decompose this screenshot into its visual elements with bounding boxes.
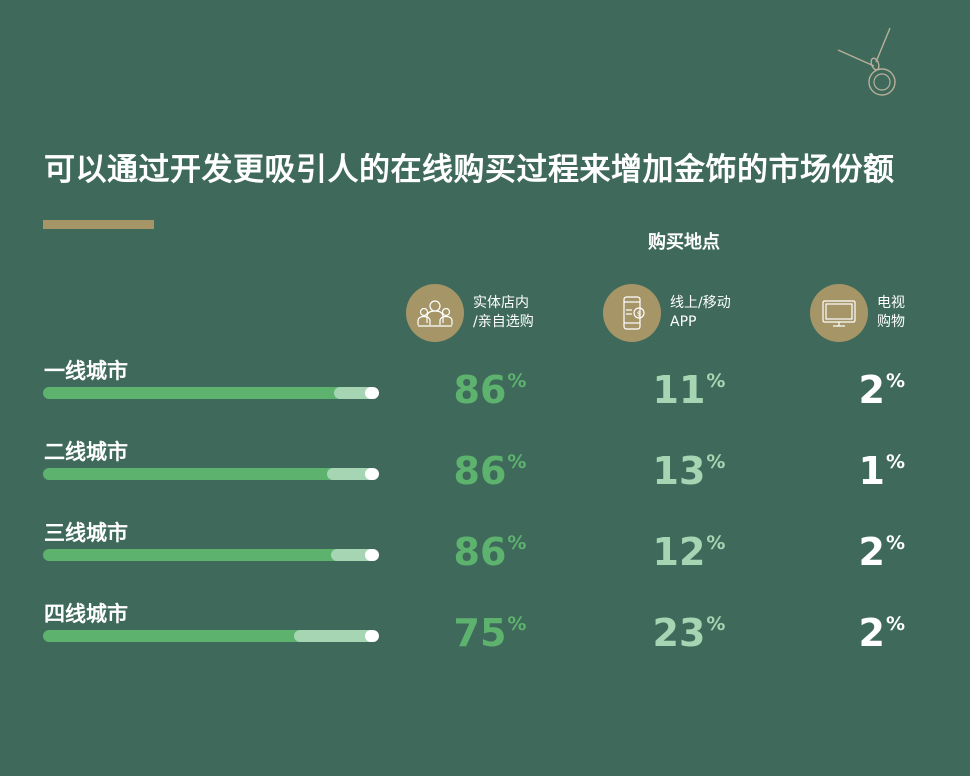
city-name: 一线城市 [44, 359, 128, 383]
purchase-location-title: 购买地点 [648, 232, 720, 253]
svg-text:$: $ [637, 310, 641, 318]
city-name: 二线城市 [44, 440, 128, 464]
channel-label-online: 线上/移动 APP [670, 295, 731, 330]
pct-symbol: % [706, 532, 726, 554]
bar-segment-store [43, 468, 340, 480]
bar-segment-store [43, 549, 343, 561]
channel-header-store: 实体店内 /亲自选购 [406, 282, 534, 344]
city-row: 一线城市 86% 11% 2% [0, 355, 970, 435]
pct-value-online: 11% [653, 367, 726, 413]
city-row: 四线城市 75% 23% 2% [0, 598, 970, 678]
pct-symbol: % [507, 451, 527, 473]
channel-header-tv: 电视 购物 [810, 282, 905, 344]
pct-number: 75 [453, 611, 507, 655]
pct-value-tv: 1% [859, 448, 906, 494]
city-row: 二线城市 86% 13% 1% [0, 436, 970, 516]
pct-value-store: 86% [454, 529, 527, 575]
stacked-bar [43, 549, 379, 561]
pct-number: 2 [858, 368, 885, 412]
channel-label-tv: 电视 购物 [877, 295, 905, 330]
title-accent-rule [43, 220, 154, 229]
pct-number: 13 [652, 449, 706, 493]
pct-value-tv: 2% [859, 529, 906, 575]
channel-header-online: $ 线上/移动 APP [603, 282, 731, 344]
pct-symbol: % [706, 370, 726, 392]
city-name: 四线城市 [44, 602, 128, 626]
pct-number: 86 [453, 368, 507, 412]
pct-value-store: 86% [454, 367, 527, 413]
pct-symbol: % [507, 613, 527, 635]
channel-label-store: 实体店内 /亲自选购 [473, 295, 534, 330]
pct-number: 23 [652, 611, 706, 655]
pct-number: 1 [858, 449, 885, 493]
pct-value-tv: 2% [859, 610, 906, 656]
pct-value-tv: 2% [859, 367, 906, 413]
pct-number: 11 [652, 368, 706, 412]
bar-segment-tv [365, 468, 379, 480]
pct-number: 12 [652, 530, 706, 574]
shoppers-icon [406, 284, 464, 342]
pct-value-store: 75% [454, 610, 527, 656]
pct-value-online: 12% [653, 529, 726, 575]
city-row: 三线城市 86% 12% 2% [0, 517, 970, 597]
pct-value-store: 86% [454, 448, 527, 494]
bar-segment-store [43, 387, 346, 399]
pct-number: 2 [858, 530, 885, 574]
stacked-bar [43, 387, 379, 399]
pct-number: 86 [453, 530, 507, 574]
pct-symbol: % [507, 532, 527, 554]
pct-symbol: % [507, 370, 527, 392]
bar-segment-tv [365, 630, 379, 642]
pct-symbol: % [885, 532, 905, 554]
pct-value-online: 13% [653, 448, 726, 494]
jewelry-decoration-icon [837, 27, 896, 96]
pct-symbol: % [885, 613, 905, 635]
bar-segment-tv [365, 387, 379, 399]
pct-symbol: % [885, 370, 905, 392]
bar-segment-online [293, 630, 377, 642]
mobile-payment-icon: $ [603, 284, 661, 342]
bar-segment-online [327, 468, 377, 480]
pct-number: 86 [453, 449, 507, 493]
bar-segment-tv [365, 549, 379, 561]
tv-icon [810, 284, 868, 342]
pct-number: 2 [858, 611, 885, 655]
page-title: 可以通过开发更吸引人的在线购买过程来增加金饰的市场份额 [44, 152, 895, 188]
stacked-bar [43, 468, 379, 480]
pct-symbol: % [885, 451, 905, 473]
city-name: 三线城市 [44, 521, 128, 545]
stacked-bar [43, 630, 379, 642]
bar-segment-store [43, 630, 306, 642]
pct-symbol: % [706, 451, 726, 473]
pct-symbol: % [706, 613, 726, 635]
pct-value-online: 23% [653, 610, 726, 656]
